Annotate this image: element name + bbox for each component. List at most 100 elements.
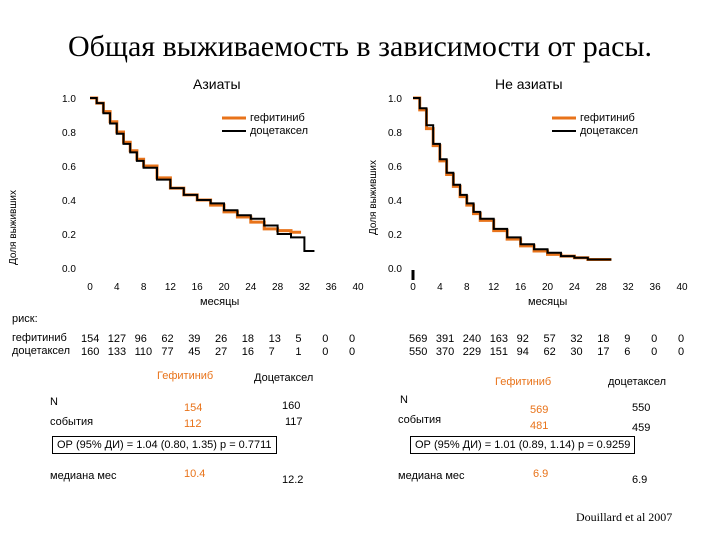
summary-median-gefitinib-non-asian: 6.9 bbox=[533, 468, 549, 480]
summary-events-gefitinib-asian: 112 bbox=[184, 418, 202, 430]
risk-value-gefitinib-asian: 154 bbox=[81, 333, 100, 345]
summary-events-gefitinib-non-asian: 481 bbox=[530, 420, 549, 432]
series-line-docetaxel-asian bbox=[90, 97, 315, 252]
hazard-ratio-non-asian: ОР (95% ДИ) = 1.01 (0.89, 1.14) p = 0.92… bbox=[410, 436, 636, 454]
risk-value-docetaxel-non-asian: 229 bbox=[462, 346, 482, 358]
x-tick-label-asian: 40 bbox=[352, 282, 364, 293]
series-line-docetaxel-non-asian bbox=[413, 97, 612, 261]
x-tick-label-non-asian: 8 bbox=[464, 282, 470, 293]
risk-value-docetaxel-asian: 160 bbox=[81, 346, 100, 358]
summary-n-docetaxel-asian: 160 bbox=[282, 400, 301, 412]
summary-n-gefitinib-asian: 154 bbox=[184, 402, 203, 414]
y-tick-label-non-asian: 1.0 bbox=[388, 94, 402, 105]
summary-col2-non-asian: доцетаксел bbox=[608, 376, 667, 388]
risk-value-docetaxel-asian: 1 bbox=[295, 346, 302, 358]
x-tick-label-non-asian: 4 bbox=[437, 282, 443, 293]
summary-events-label-non-asian: события bbox=[398, 414, 442, 426]
x-tick-label-non-asian: 40 bbox=[676, 282, 688, 293]
y-tick-label-asian: 1.0 bbox=[62, 94, 76, 105]
risk-value-docetaxel-asian: 133 bbox=[107, 346, 127, 358]
risk-value-docetaxel-non-asian: 62 bbox=[543, 346, 556, 358]
y-tick-label-asian: 0.2 bbox=[62, 230, 76, 241]
y-tick-label-non-asian: 0.4 bbox=[388, 196, 402, 207]
risk-value-gefitinib-non-asian: 0 bbox=[651, 333, 658, 345]
risk-value-gefitinib-non-asian: 240 bbox=[462, 333, 482, 345]
x-tick-label-non-asian: 32 bbox=[623, 282, 635, 293]
risk-value-gefitinib-non-asian: 391 bbox=[435, 333, 455, 345]
summary-median-gefitinib-asian: 10.4 bbox=[184, 468, 206, 480]
risk-value-docetaxel-asian: 110 bbox=[134, 346, 153, 358]
x-tick-label-non-asian: 28 bbox=[596, 282, 608, 293]
risk-value-gefitinib-non-asian: 163 bbox=[489, 333, 509, 345]
x-tick-label-non-asian: 20 bbox=[542, 282, 554, 293]
summary-n-docetaxel-non-asian: 550 bbox=[632, 402, 651, 414]
hazard-ratio-asian: ОР (95% ДИ) = 1.04 (0.80, 1.35) p = 0.77… bbox=[52, 436, 277, 454]
risk-value-gefitinib-asian: 96 bbox=[134, 333, 147, 345]
risk-row-label-docetaxel: доцетаксел bbox=[12, 345, 71, 357]
risk-value-gefitinib-asian: 5 bbox=[295, 333, 302, 345]
y-tick-label-non-asian: 0.8 bbox=[388, 128, 402, 139]
risk-row-label-gefitinib: гефитиниб bbox=[12, 332, 67, 344]
risk-value-docetaxel-non-asian: 17 bbox=[597, 346, 610, 358]
x-tick-label-non-asian: 16 bbox=[515, 282, 527, 293]
risk-value-docetaxel-non-asian: 151 bbox=[489, 346, 509, 358]
summary-median-label-asian: медиана мес bbox=[50, 470, 117, 482]
risk-value-docetaxel-non-asian: 94 bbox=[516, 346, 529, 358]
chart-title-asian: Азиаты bbox=[193, 76, 241, 92]
y-axis-label-non-asian: Доля выживших bbox=[368, 160, 379, 235]
x-tick-label-asian: 8 bbox=[141, 282, 147, 293]
x-tick-label-asian: 36 bbox=[326, 282, 338, 293]
risk-value-gefitinib-non-asian: 9 bbox=[624, 333, 631, 345]
risk-value-docetaxel-asian: 16 bbox=[241, 346, 255, 358]
page-title: Общая выживаемость в зависимости от расы… bbox=[67, 30, 653, 63]
x-tick-label-non-asian: 24 bbox=[569, 282, 581, 293]
risk-value-docetaxel-asian: 77 bbox=[161, 346, 174, 358]
legend-docetaxel-non-asian: доцетаксел bbox=[580, 125, 639, 137]
risk-value-gefitinib-asian: 0 bbox=[322, 333, 329, 345]
y-tick-label-asian: 0.4 bbox=[62, 196, 76, 207]
risk-value-docetaxel-asian: 45 bbox=[188, 346, 201, 358]
summary-n-label-asian: N bbox=[50, 396, 58, 408]
x-tick-label-asian: 20 bbox=[218, 282, 230, 293]
risk-value-gefitinib-asian: 26 bbox=[215, 333, 228, 345]
summary-col1-asian: Гефитиниб bbox=[157, 370, 214, 382]
risk-value-gefitinib-asian: 0 bbox=[349, 333, 356, 345]
summary-median-docetaxel-non-asian: 6.9 bbox=[632, 474, 648, 486]
risk-value-docetaxel-non-asian: 370 bbox=[435, 346, 455, 358]
risk-value-gefitinib-asian: 127 bbox=[107, 333, 127, 345]
risk-value-gefitinib-non-asian: 18 bbox=[597, 333, 610, 345]
risk-value-gefitinib-non-asian: 32 bbox=[570, 333, 583, 345]
y-axis-label-asian: Доля выживших bbox=[8, 190, 19, 265]
risk-value-docetaxel-asian: 27 bbox=[215, 346, 228, 358]
x-tick-label-asian: 32 bbox=[299, 282, 311, 293]
risk-value-docetaxel-non-asian: 30 bbox=[570, 346, 583, 358]
x-tick-label-asian: 28 bbox=[272, 282, 284, 293]
risk-value-gefitinib-asian: 13 bbox=[268, 333, 281, 345]
risk-value-gefitinib-asian: 62 bbox=[161, 333, 174, 345]
summary-events-docetaxel-asian: 117 bbox=[285, 416, 303, 428]
y-tick-label-asian: 0.0 bbox=[62, 264, 76, 275]
summary-n-gefitinib-non-asian: 569 bbox=[530, 404, 549, 416]
risk-value-docetaxel-non-asian: 0 bbox=[651, 346, 658, 358]
chart-title-non-asian: Не азиаты bbox=[495, 76, 563, 92]
x-tick-label-asian: 0 bbox=[87, 282, 93, 293]
risk-value-docetaxel-asian: 7 bbox=[268, 346, 275, 358]
x-tick-label-non-asian: 12 bbox=[488, 282, 500, 293]
y-tick-label-non-asian: 0.6 bbox=[388, 162, 402, 173]
summary-median-label-non-asian: медиана мес bbox=[398, 470, 465, 482]
risk-value-gefitinib-non-asian: 569 bbox=[409, 333, 428, 345]
risk-value-docetaxel-non-asian: 6 bbox=[624, 346, 631, 358]
y-tick-label-asian: 0.8 bbox=[62, 128, 76, 139]
risk-value-docetaxel-asian: 0 bbox=[349, 346, 356, 358]
x-tick-label-asian: 24 bbox=[245, 282, 257, 293]
summary-n-label-non-asian: N bbox=[400, 394, 408, 406]
risk-value-docetaxel-asian: 0 bbox=[322, 346, 329, 358]
x-axis-label-asian: месяцы bbox=[200, 296, 240, 308]
summary-events-label-asian: события bbox=[50, 416, 94, 428]
risk-value-gefitinib-non-asian: 0 bbox=[678, 333, 685, 345]
legend-gefitinib-asian: гефитиниб bbox=[250, 112, 305, 124]
x-axis-label-non-asian: месяцы bbox=[528, 296, 568, 308]
summary-median-docetaxel-asian: 12.2 bbox=[282, 474, 304, 486]
x-tick-label-asian: 12 bbox=[165, 282, 177, 293]
